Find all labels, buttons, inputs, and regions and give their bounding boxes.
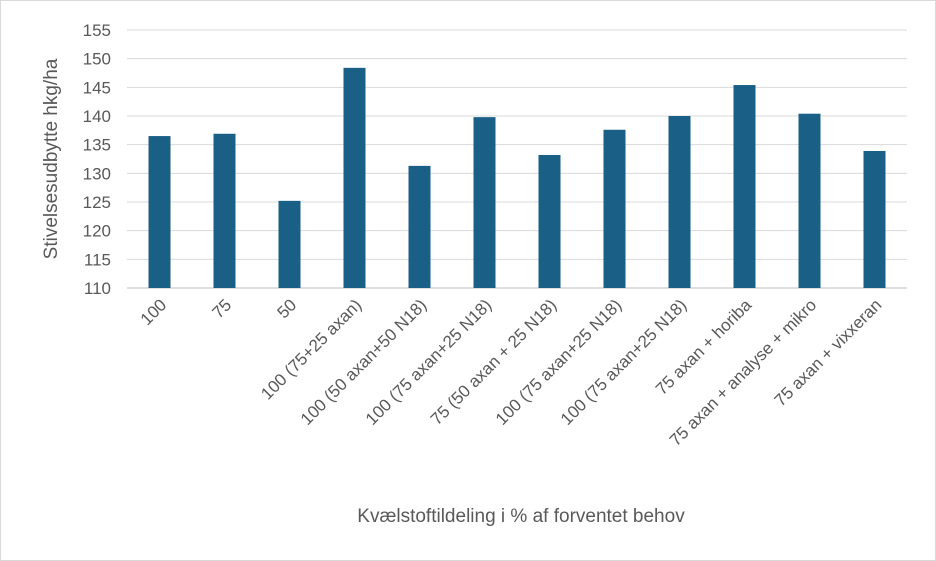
x-tick-label: 100 (75 axan+25 N18) [362,295,495,428]
y-axis-ticks: 110 115 120 125 130 135 140 145 150 155 [83,21,111,298]
y-tick-label: 150 [83,50,111,69]
x-tick-label: 100 (75 axan+25 N18) [492,295,625,428]
y-tick-label: 140 [83,107,111,126]
x-tick-label: 100 (75 axan+25 N18) [557,295,690,428]
bars [148,67,886,288]
x-tick-label: 100 [137,295,170,328]
gridlines [127,29,907,289]
x-tick-label: 75 (50 axan + 25 N18) [427,295,560,428]
x-tick-label: 50 [274,295,301,322]
bar [798,113,821,288]
bar [668,116,691,288]
bar [863,150,886,288]
bar [603,129,626,288]
bar [408,165,431,288]
bar [733,85,756,288]
x-axis-title: Kvælstoftildeling i % af forventet behov [357,506,685,527]
bar [538,154,561,288]
y-tick-label: 135 [83,136,111,155]
x-tick-label: 100 (50 axan+50 N18) [297,295,430,428]
x-tick-label: 75 axan + vixxeran [771,295,886,410]
bar [213,133,236,288]
bar [343,67,366,288]
y-tick-label: 130 [83,164,111,183]
y-tick-label: 145 [83,78,111,97]
y-tick-label: 110 [84,279,111,298]
y-tick-label: 120 [83,222,111,241]
y-tick-label: 115 [84,250,111,269]
x-tick-label: 75 [209,295,236,322]
y-axis-title: Stivelsesudbytte hkg/ha [41,58,62,259]
y-tick-label: 155 [83,21,111,40]
bar [473,117,496,288]
bar [148,136,171,288]
bar [278,200,301,288]
y-tick-label: 125 [83,193,111,212]
